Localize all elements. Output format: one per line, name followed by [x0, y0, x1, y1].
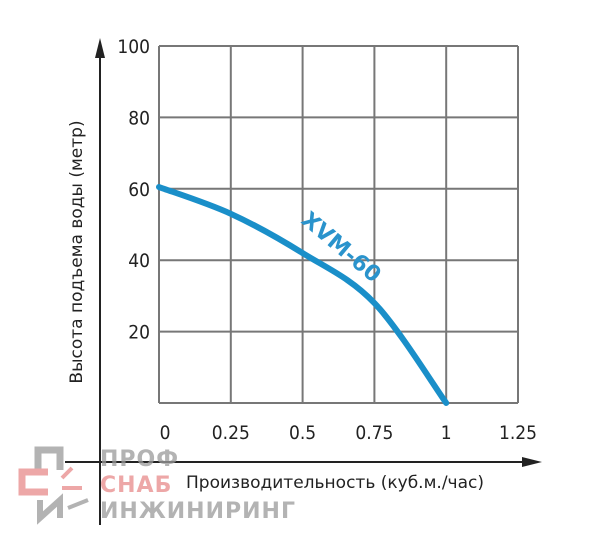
x-tick-label: 1.25 [499, 422, 537, 444]
y-axis-arrow-icon [95, 38, 105, 58]
logo-text-line-1: ПРОФ [100, 447, 179, 472]
x-axis-label: Производительность (куб.м./час) [186, 473, 484, 493]
watermark-logo: ПРОФ СНАБ ИНЖИНИРИНГ [18, 446, 296, 525]
x-axis-arrow-icon [522, 457, 542, 467]
logo-text-line-3: ИНЖИНИРИНГ [100, 499, 296, 524]
y-tick-label: 40 [128, 250, 150, 272]
x-tick-label: 0.25 [212, 422, 250, 444]
logo-mark-icon [18, 446, 89, 525]
x-tick-label: 0.5 [289, 422, 316, 444]
x-tick-label: 0 [160, 422, 171, 444]
series-line-xvm-60 [156, 184, 450, 406]
logo-text-line-2: СНАБ [100, 473, 172, 498]
axes [65, 38, 542, 525]
y-tick-label: 100 [117, 36, 150, 58]
y-axis-label: Высота подъема воды (метр) [67, 120, 87, 383]
grid [158, 45, 519, 404]
y-tick-label: 60 [128, 179, 150, 201]
y-tick-label: 80 [128, 107, 150, 129]
x-tick-label: 1 [441, 422, 452, 444]
x-tick-label: 0.75 [355, 422, 393, 444]
y-tick-label: 20 [128, 322, 150, 344]
